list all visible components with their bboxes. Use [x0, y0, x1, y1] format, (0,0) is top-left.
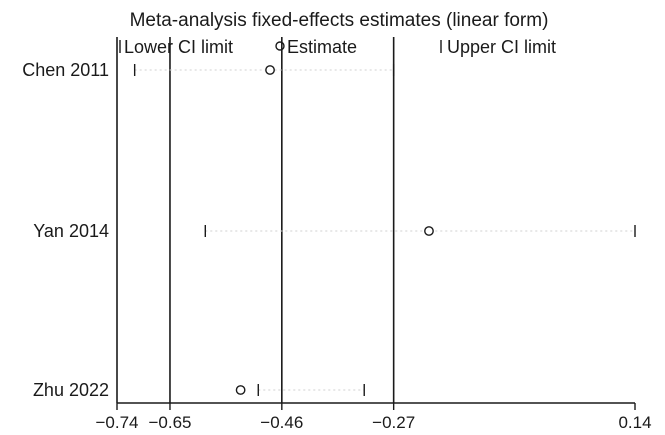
study-label: Zhu 2022 — [33, 380, 109, 400]
x-tick-label: −0.46 — [260, 413, 303, 432]
x-tick-label: 0.14 — [618, 413, 651, 432]
estimate-marker — [265, 65, 275, 75]
legend-estimate-marker — [275, 41, 285, 51]
legend-estimate-label: Estimate — [287, 37, 357, 57]
legend-lower-label: Lower CI limit — [124, 37, 233, 57]
study-label: Chen 2011 — [22, 60, 109, 80]
x-tick-label: −0.74 — [95, 413, 138, 432]
legend-upper-label: Upper CI limit — [447, 37, 556, 57]
chart-title: Meta-analysis fixed-effects estimates (l… — [130, 10, 549, 31]
estimate-marker — [424, 226, 434, 236]
study-label: Yan 2014 — [33, 221, 109, 241]
x-tick-label: −0.65 — [148, 413, 191, 432]
estimate-marker — [235, 385, 246, 395]
x-tick-label: −0.27 — [372, 413, 415, 432]
